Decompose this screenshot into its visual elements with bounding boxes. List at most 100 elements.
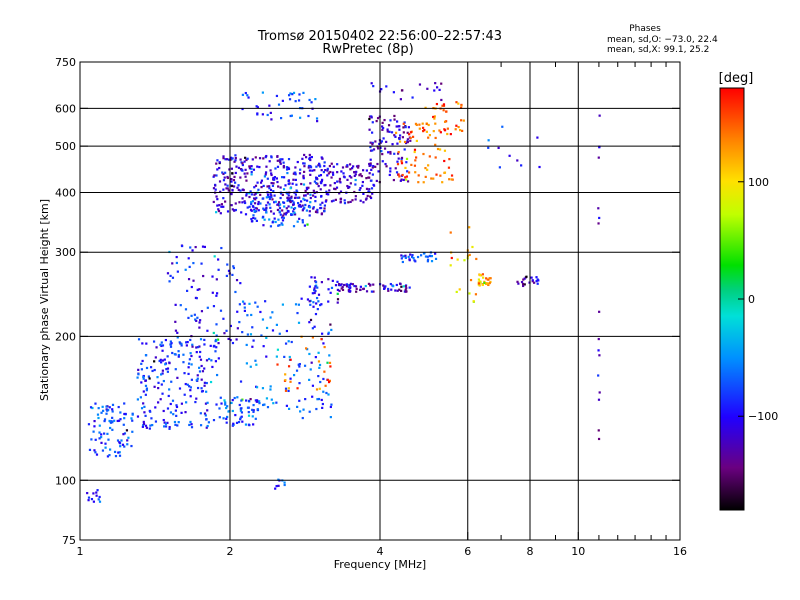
- data-point: [262, 157, 265, 160]
- data-point: [264, 300, 267, 303]
- data-point: [347, 201, 350, 204]
- data-point: [341, 166, 345, 169]
- data-point: [359, 288, 362, 291]
- data-point: [399, 134, 402, 137]
- data-point: [236, 310, 239, 313]
- data-point: [382, 284, 385, 287]
- data-point: [396, 120, 399, 123]
- data-point: [309, 303, 312, 306]
- data-point: [184, 411, 187, 414]
- data-point: [168, 388, 171, 391]
- data-point: [241, 331, 244, 334]
- data-point: [396, 152, 400, 155]
- data-point: [256, 181, 259, 184]
- data-point: [316, 211, 319, 214]
- data-point: [145, 387, 149, 390]
- data-point: [266, 177, 269, 180]
- data-point: [327, 172, 330, 175]
- data-point: [287, 198, 290, 201]
- data-point: [346, 165, 349, 168]
- data-point: [323, 207, 326, 210]
- data-point: [406, 140, 409, 144]
- data-point: [230, 401, 233, 405]
- data-point: [404, 176, 407, 179]
- data-point: [381, 160, 384, 163]
- data-point: [294, 100, 297, 103]
- data-point: [381, 128, 384, 131]
- data-point: [400, 289, 403, 292]
- data-point: [349, 200, 352, 204]
- data-point: [222, 179, 226, 182]
- data-point: [367, 282, 371, 286]
- data-point: [369, 158, 372, 161]
- data-point: [597, 437, 601, 441]
- data-point: [142, 420, 145, 424]
- data-point: [270, 398, 273, 401]
- data-point: [398, 288, 401, 291]
- data-point: [200, 378, 203, 381]
- data-point: [272, 178, 276, 181]
- data-point: [224, 200, 227, 203]
- data-point: [282, 161, 285, 164]
- data-point: [265, 165, 268, 168]
- data-point: [430, 260, 434, 263]
- data-point: [536, 282, 539, 285]
- data-point: [302, 408, 305, 411]
- data-point: [254, 206, 257, 210]
- data-point: [290, 206, 293, 209]
- data-point: [305, 347, 308, 350]
- data-point: [153, 385, 156, 388]
- data-point: [190, 423, 193, 426]
- data-point: [285, 166, 288, 169]
- data-point: [287, 407, 291, 410]
- data-point: [173, 353, 176, 356]
- data-point: [407, 255, 410, 258]
- data-point: [234, 202, 237, 205]
- data-point: [287, 340, 290, 343]
- data-point: [262, 224, 265, 227]
- data-point: [390, 288, 393, 291]
- data-point: [293, 213, 297, 216]
- x-tick-label: 1: [77, 545, 84, 558]
- data-point: [169, 345, 173, 348]
- data-point: [239, 282, 242, 285]
- data-point: [301, 221, 304, 224]
- data-point: [179, 304, 182, 307]
- data-point: [231, 157, 234, 160]
- data-point: [191, 345, 194, 348]
- data-point: [255, 196, 258, 200]
- data-point: [393, 134, 396, 137]
- data-point: [319, 380, 322, 384]
- data-point: [144, 393, 147, 396]
- data-point: [401, 136, 405, 139]
- data-point: [225, 329, 228, 332]
- data-point: [535, 280, 538, 283]
- data-point: [159, 398, 162, 401]
- data-point: [257, 209, 260, 212]
- data-point: [139, 396, 142, 399]
- data-point: [367, 190, 370, 193]
- data-point: [485, 277, 488, 280]
- data-point: [254, 399, 257, 402]
- data-point: [396, 163, 400, 166]
- data-point: [256, 305, 259, 308]
- data-point: [485, 282, 488, 285]
- data-point: [106, 409, 109, 412]
- data-point: [517, 282, 520, 285]
- data-point: [445, 110, 448, 113]
- data-point: [256, 165, 259, 168]
- data-point: [102, 409, 105, 412]
- data-point: [238, 320, 241, 324]
- data-point: [261, 387, 265, 390]
- data-point: [180, 344, 183, 347]
- data-point: [520, 164, 523, 167]
- data-point: [326, 361, 329, 364]
- data-point: [436, 147, 440, 151]
- data-point: [268, 104, 271, 107]
- data-point: [265, 204, 268, 207]
- data-point: [338, 192, 341, 195]
- data-point: [374, 165, 377, 168]
- data-point: [93, 449, 96, 452]
- data-point: [130, 444, 133, 448]
- data-point: [142, 377, 145, 380]
